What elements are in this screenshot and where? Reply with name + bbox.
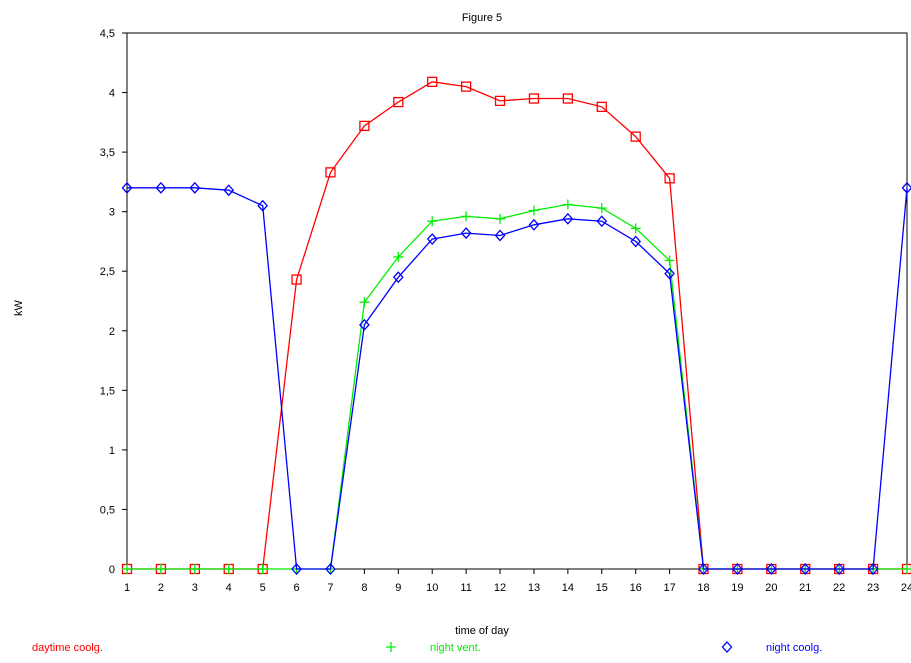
series-line: [127, 188, 907, 569]
x-tick-label: 18: [697, 582, 709, 594]
x-tick-label: 24: [901, 582, 911, 594]
series-3: [123, 183, 911, 574]
x-tick-label: 8: [361, 582, 367, 594]
x-tick-label: 16: [630, 582, 642, 594]
plot-frame: [127, 33, 907, 569]
series-layer: [122, 77, 911, 574]
x-tick-label: 7: [327, 582, 333, 594]
chart-title: Figure 5: [462, 12, 502, 24]
legend-item: night vent.: [386, 642, 481, 654]
data-point: [597, 203, 607, 213]
legend-item: night coolg.: [723, 642, 823, 654]
y-tick-label: 3: [109, 207, 115, 219]
y-tick-label: 1,5: [100, 385, 115, 397]
y-tick-label: 4: [109, 88, 115, 100]
x-tick-label: 22: [833, 582, 845, 594]
x-tick-label: 11: [460, 582, 471, 594]
legend-item: daytime coolg.: [32, 642, 103, 654]
plot-area: [127, 33, 907, 569]
y-tick-label: 2: [109, 326, 115, 338]
series-line: [127, 82, 907, 569]
data-point: [156, 564, 166, 574]
x-tick-label: 17: [663, 582, 675, 594]
legend-marker: [386, 642, 396, 652]
x-tick-label: 21: [799, 582, 811, 594]
x-tick-label: 14: [562, 582, 574, 594]
data-point: [563, 200, 573, 210]
x-tick-label: 1: [124, 582, 130, 594]
y-tick-label: 0: [109, 564, 115, 576]
legend-label: night coolg.: [766, 642, 822, 654]
x-tick-label: 9: [395, 582, 401, 594]
series-2: [122, 200, 911, 574]
y-tick-label: 2,5: [100, 266, 115, 278]
x-tick-label: 13: [528, 582, 540, 594]
x-tick-label: 15: [596, 582, 608, 594]
data-point: [359, 297, 369, 307]
data-point: [902, 564, 911, 574]
series-line: [127, 205, 907, 570]
data-point: [461, 211, 471, 221]
y-tick-label: 3,5: [100, 147, 115, 159]
legend-label: night vent.: [430, 642, 481, 654]
x-tick-label: 6: [294, 582, 300, 594]
x-tick-label: 4: [226, 582, 232, 594]
y-tick-label: 0,5: [100, 504, 115, 516]
x-axis-label: time of day: [455, 625, 509, 637]
x-tick-label: 10: [426, 582, 438, 594]
x-tick-label: 3: [192, 582, 198, 594]
series-1: [123, 77, 911, 573]
y-tick-label: 4,5: [100, 28, 115, 40]
y-axis-label: kW: [13, 299, 25, 316]
data-point: [224, 564, 234, 574]
x-tick-label: 23: [867, 582, 879, 594]
data-point: [258, 564, 268, 574]
x-tick-label: 19: [731, 582, 743, 594]
legend-label: daytime coolg.: [32, 642, 103, 654]
x-tick-label: 20: [765, 582, 777, 594]
legend-marker: [723, 642, 732, 652]
x-tick-label: 5: [260, 582, 266, 594]
y-tick-label: 1: [109, 445, 115, 457]
y-axis: 0 0,5 1 1,5 2 2,5 3 3,5 4 4,5: [100, 28, 127, 576]
x-tick-label: 2: [158, 582, 164, 594]
data-point: [495, 214, 505, 224]
data-point: [190, 564, 200, 574]
data-point: [529, 205, 539, 215]
data-point: [122, 564, 132, 574]
legend: daytime coolg. night vent. night coolg.: [32, 642, 822, 654]
x-tick-label: 12: [494, 582, 506, 594]
